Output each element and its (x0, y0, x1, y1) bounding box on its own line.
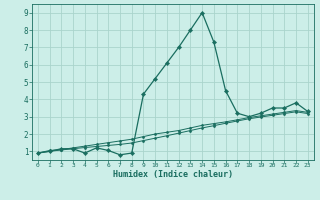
X-axis label: Humidex (Indice chaleur): Humidex (Indice chaleur) (113, 170, 233, 179)
